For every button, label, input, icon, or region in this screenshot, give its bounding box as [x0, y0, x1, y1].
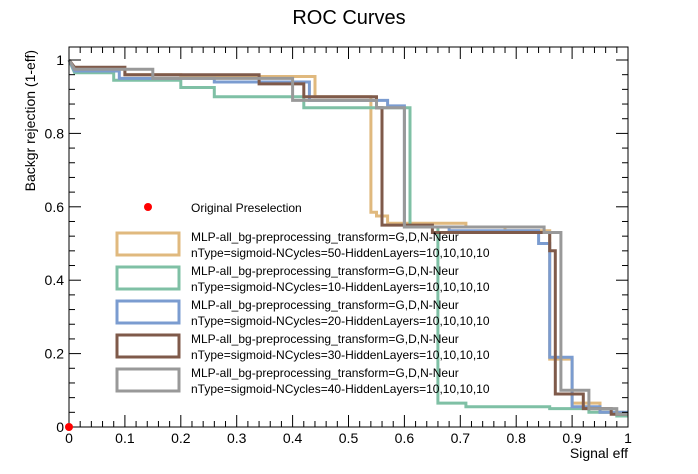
- x-tick-label: 1: [624, 430, 632, 446]
- y-tick-label: 0.6: [45, 199, 65, 215]
- legend-label-line1: MLP-all_bg-preprocessing_transform=G,D,N…: [191, 332, 459, 346]
- x-tick-label: 0.4: [283, 430, 303, 446]
- legend-swatch-2: [115, 265, 181, 291]
- legend-label-line1: MLP-all_bg-preprocessing_transform=G,D,N…: [191, 366, 459, 380]
- legend-swatch-1: [115, 231, 181, 257]
- x-tick-label: 0.7: [451, 430, 471, 446]
- y-axis-label: Backgr rejection (1-eff): [22, 50, 38, 191]
- x-tick-label: 0.9: [562, 430, 582, 446]
- chart-title: ROC Curves: [292, 7, 405, 29]
- legend-swatch-3: [115, 299, 181, 325]
- y-tick-label: 0.8: [45, 125, 65, 141]
- x-tick-label: 0.6: [395, 430, 415, 446]
- legend-swatch-4: [115, 333, 181, 359]
- legend-preselection-marker: [144, 203, 152, 211]
- x-tick-label: 0.8: [506, 430, 526, 446]
- legend-label-line2: nType=sigmoid-NCycles=10-HiddenLayers=10…: [191, 280, 490, 294]
- y-tick-label: 1: [56, 52, 64, 68]
- x-tick-label: 0.5: [339, 430, 359, 446]
- legend-label-line2: nType=sigmoid-NCycles=40-HiddenLayers=10…: [191, 382, 490, 396]
- y-tick-label: 0.4: [45, 272, 65, 288]
- x-tick-label: 0: [65, 430, 73, 446]
- x-tick-label: 0.3: [227, 430, 247, 446]
- legend-swatch-5: [115, 367, 181, 393]
- roc-curves: [67, 59, 628, 418]
- y-tick-label: 0: [56, 419, 64, 435]
- roc-curve-4: [67, 59, 628, 416]
- axes: 0 0.1 0.2 0.3 0.4 0.5 0.6 0.7 0.8 0.9 1 0 0.2 0.4 0.6 0…: [45, 46, 632, 446]
- x-axis-label: Signal eff: [570, 445, 628, 461]
- preselection-marker: [65, 423, 73, 431]
- legend-label-line2: nType=sigmoid-NCycles=20-HiddenLayers=10…: [191, 314, 490, 328]
- legend-preselection-label: Original Preselection: [191, 201, 302, 215]
- x-tick-label: 0.2: [171, 430, 191, 446]
- legend-label-line2: nType=sigmoid-NCycles=50-HiddenLayers=10…: [191, 246, 490, 260]
- legend-label-line2: nType=sigmoid-NCycles=30-HiddenLayers=10…: [191, 348, 490, 362]
- roc-curve-5: [67, 59, 628, 416]
- legend-label-line1: MLP-all_bg-preprocessing_transform=G,D,N…: [191, 298, 459, 312]
- legend: Original Preselection MLP-all_bg-preproce…: [115, 201, 490, 396]
- legend-label-line1: MLP-all_bg-preprocessing_transform=G,D,N…: [191, 230, 459, 244]
- x-tick-label: 0.1: [115, 430, 135, 446]
- y-tick-label: 0.2: [45, 346, 65, 362]
- legend-label-line1: MLP-all_bg-preprocessing_transform=G,D,N…: [191, 264, 459, 278]
